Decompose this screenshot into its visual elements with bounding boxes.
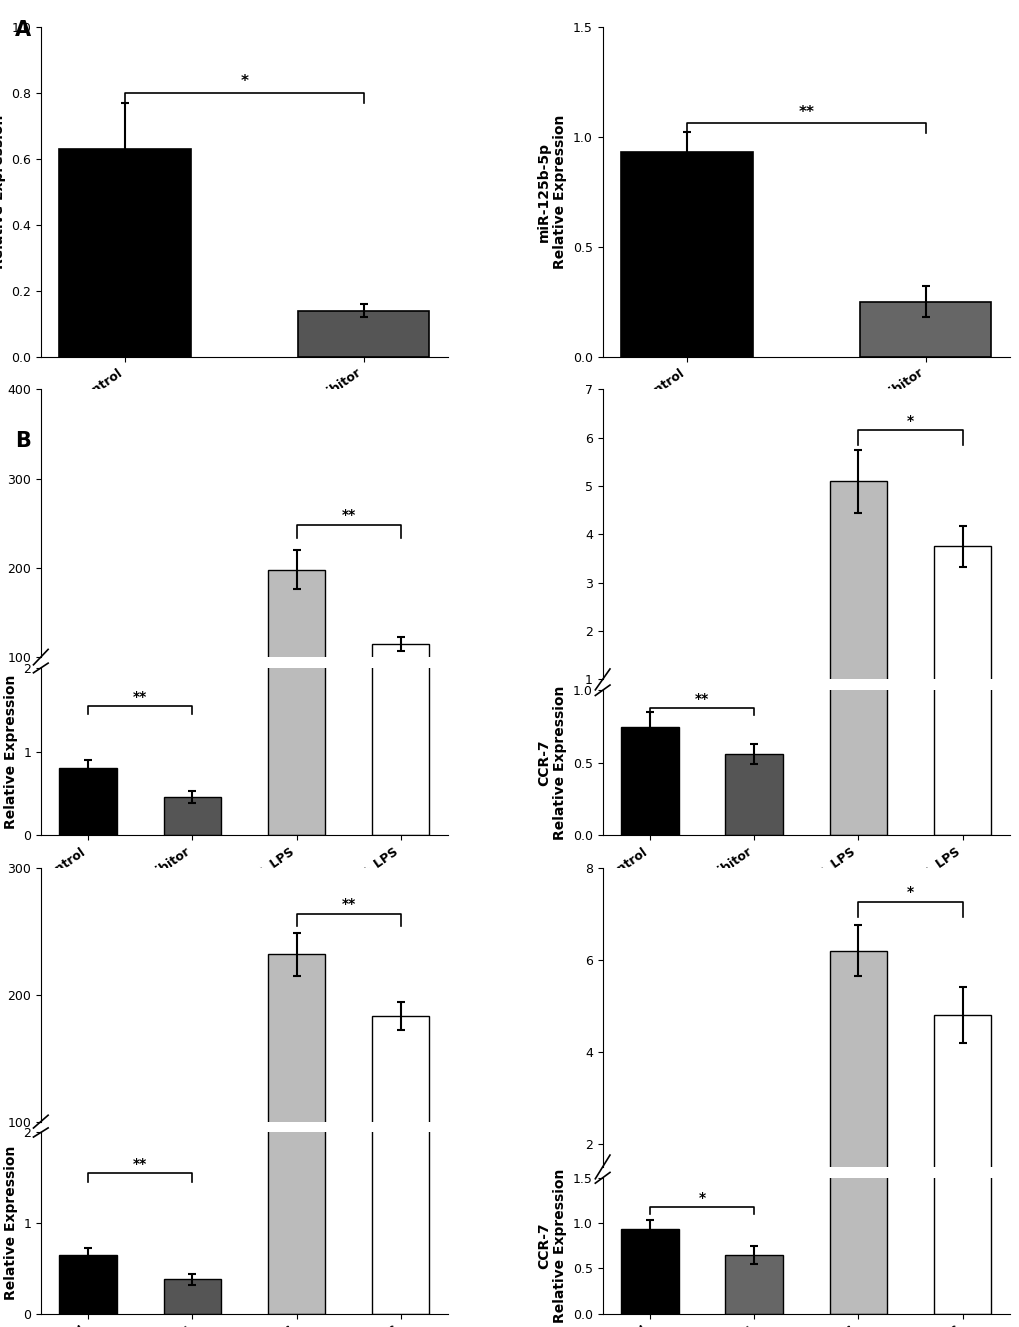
Text: A: A [15,20,32,40]
Bar [268,954,325,1249]
Bar [59,768,116,835]
Y-axis label: miR-127-3p
Relative Expression: miR-127-3p Relative Expression [0,114,5,269]
Y-axis label: CCR-7
Relative Expression: CCR-7 Relative Expression [537,686,567,840]
Bar [621,691,678,727]
Y-axis label: CCR-7
Relative Expression: CCR-7 Relative Expression [537,1169,567,1323]
Bar [933,878,990,1314]
Text: **: ** [341,897,356,912]
Text: *: * [698,1192,705,1205]
Text: *: * [906,885,913,900]
Text: **: ** [694,693,708,706]
Bar [828,482,887,727]
Text: **: ** [341,508,356,523]
Bar [621,153,752,357]
Bar [268,0,325,835]
Bar [828,96,887,835]
Text: *: * [240,74,249,89]
Y-axis label: miR-125b-5p
Relative Expression: miR-125b-5p Relative Expression [537,114,567,269]
Bar [372,1016,429,1249]
Bar [59,1255,116,1314]
Y-axis label: IL-12
Relative Expression: IL-12 Relative Expression [0,1147,17,1300]
Bar [372,0,429,1314]
Text: **: ** [132,1157,147,1172]
Bar [828,950,887,1235]
Bar [725,754,782,835]
Text: *: * [906,414,913,427]
Bar [163,796,221,835]
Bar [725,1206,782,1235]
Bar [372,644,429,746]
Bar [933,1015,990,1235]
Text: B: B [15,431,32,451]
Bar [621,1229,678,1314]
Bar [621,726,678,835]
Bar [268,569,325,746]
Bar [59,149,191,357]
Bar [372,0,429,835]
Y-axis label: IL-12
Relative Expression: IL-12 Relative Expression [0,674,17,829]
Bar [828,752,887,1314]
Bar [725,701,782,727]
Text: **: ** [132,690,147,703]
Bar [933,547,990,727]
Bar [268,0,325,1314]
Bar [621,1193,678,1235]
Bar [859,301,990,357]
Bar [725,1255,782,1314]
Text: **: ** [798,105,813,121]
Bar [163,1279,221,1314]
Bar [298,311,429,357]
Bar [933,292,990,835]
